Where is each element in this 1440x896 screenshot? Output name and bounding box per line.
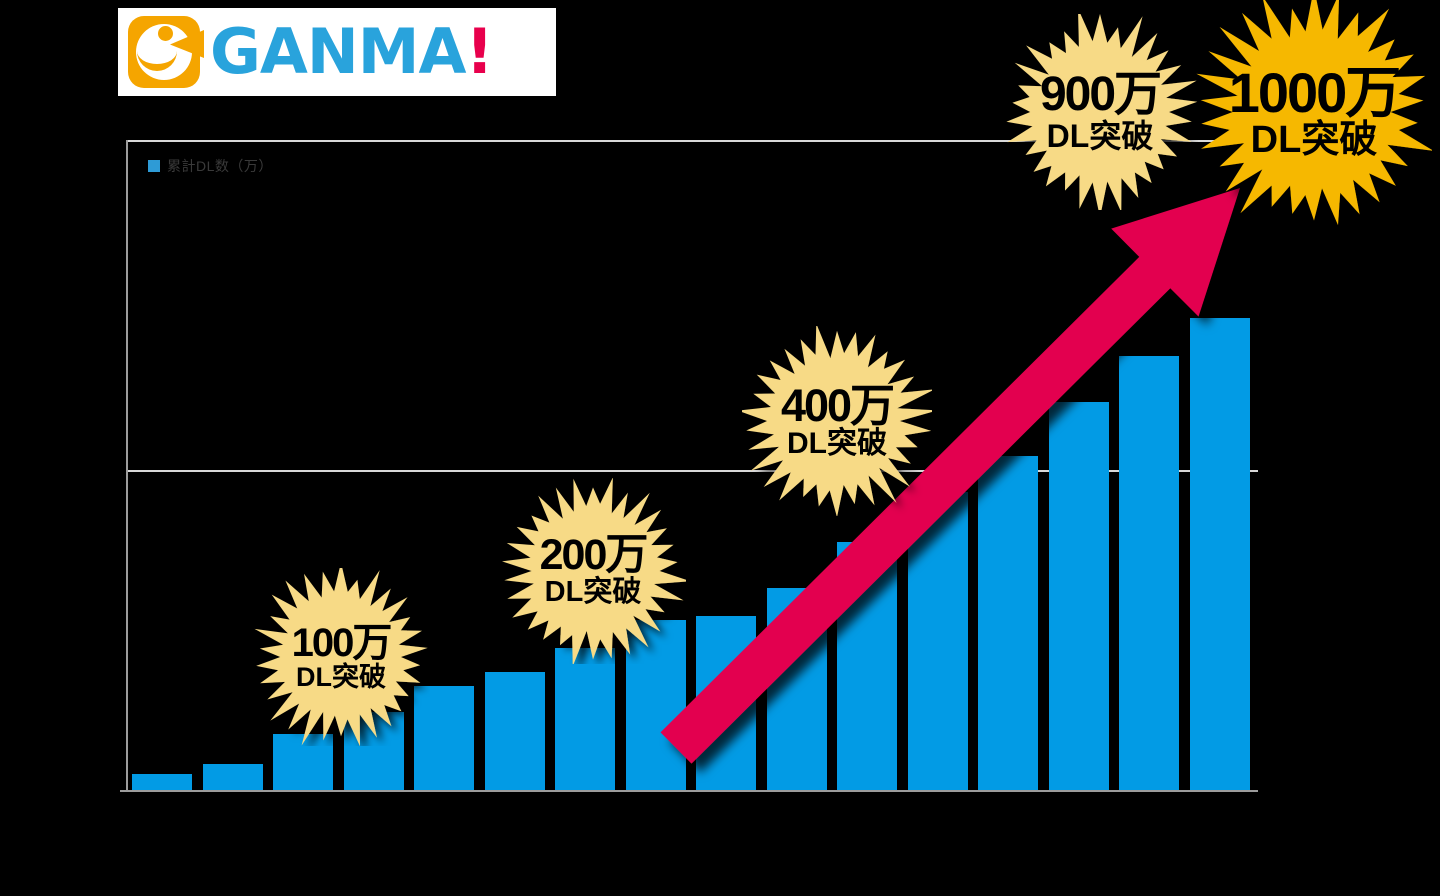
callout-amount: 100万: [291, 620, 393, 665]
ganma-smiley-icon: [128, 16, 204, 88]
callout-sublabel: DL突破: [544, 576, 642, 609]
bar: [202, 764, 263, 790]
callout-sublabel: DL突破: [1250, 119, 1378, 162]
callout-100: 100万 DL突破: [252, 568, 430, 746]
bar: [766, 588, 827, 790]
callout-sublabel: DL突破: [787, 426, 887, 460]
x-axis-ticks: [126, 792, 1258, 896]
callout-sublabel: DL突破: [296, 661, 386, 692]
bar: [696, 616, 756, 790]
starburst-shape: [1006, 14, 1198, 210]
bar: [414, 686, 474, 790]
y-axis-line: [126, 140, 128, 792]
plot-top-border: [126, 140, 1258, 142]
bar: [837, 542, 897, 790]
bar: [907, 492, 968, 790]
callout-amount: 400万: [780, 379, 895, 431]
callout-200: 200万 DL突破: [500, 478, 686, 664]
logo-wordmark-text: GANMA: [210, 15, 466, 88]
bar: [273, 734, 333, 790]
callout-400: 400万 DL突破: [742, 326, 932, 516]
ganma-logo: GANMA!: [118, 8, 556, 96]
callout-amount: 1000万: [1228, 61, 1402, 125]
callout-amount: 200万: [539, 531, 649, 580]
logo-exclamation: !: [465, 15, 493, 88]
legend-label: 累計DL数（万）: [167, 158, 273, 174]
logo-wordmark: GANMA!: [210, 21, 494, 83]
bar: [1048, 402, 1109, 790]
bar: [1189, 318, 1250, 790]
starburst-shape: [742, 326, 932, 516]
starburst-shape: [502, 478, 686, 664]
legend-swatch-icon: [148, 160, 160, 172]
callout-amount: 900万: [1039, 68, 1162, 122]
bar: [978, 456, 1038, 790]
bar: [1119, 356, 1179, 790]
bar: [132, 774, 192, 790]
callout-1000: 1000万 DL突破: [1196, 0, 1432, 230]
bar: [484, 672, 545, 790]
starburst-shape: [254, 568, 428, 746]
chart-legend: 累計DL数（万）: [148, 156, 273, 176]
x-axis-baseline: [120, 790, 1258, 792]
callout-sublabel: DL突破: [1046, 118, 1154, 155]
bar: [555, 648, 615, 790]
callout-900: 900万 DL突破: [1002, 14, 1198, 210]
starburst-shape: [1196, 0, 1432, 226]
